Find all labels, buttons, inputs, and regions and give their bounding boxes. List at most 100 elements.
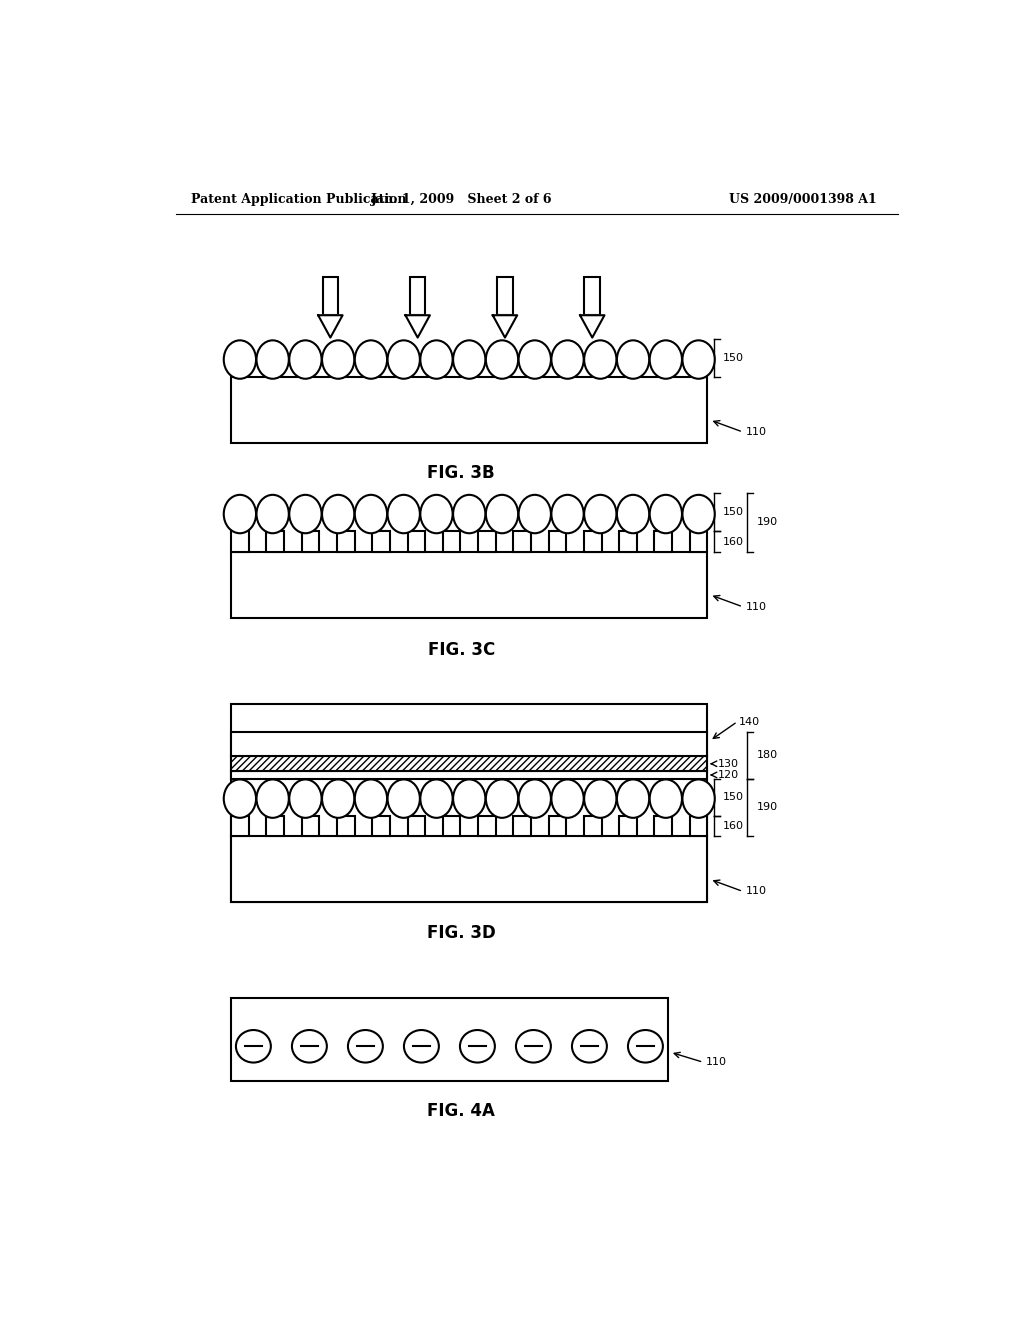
Text: 190: 190: [757, 803, 777, 812]
Text: 160: 160: [723, 821, 744, 832]
Bar: [231, 998, 668, 1081]
Bar: [690, 816, 708, 837]
Bar: [231, 837, 708, 903]
Bar: [654, 532, 672, 552]
Bar: [478, 816, 496, 837]
Text: FIG. 3C: FIG. 3C: [428, 642, 495, 659]
Ellipse shape: [551, 341, 584, 379]
Bar: [337, 816, 354, 837]
Bar: [231, 756, 708, 771]
Ellipse shape: [453, 779, 485, 818]
Ellipse shape: [584, 495, 616, 533]
Bar: [549, 816, 566, 837]
Ellipse shape: [453, 341, 485, 379]
Text: 190: 190: [757, 517, 777, 528]
Bar: [231, 378, 708, 444]
Bar: [373, 532, 390, 552]
Text: 110: 110: [745, 428, 766, 437]
Ellipse shape: [460, 1030, 495, 1063]
Bar: [498, 277, 513, 315]
Bar: [584, 816, 601, 837]
Bar: [584, 532, 601, 552]
Bar: [478, 532, 496, 552]
Bar: [302, 532, 319, 552]
Bar: [302, 816, 319, 837]
Bar: [266, 532, 284, 552]
Ellipse shape: [584, 779, 616, 818]
Ellipse shape: [387, 779, 420, 818]
Text: Patent Application Publication: Patent Application Publication: [191, 193, 407, 206]
Ellipse shape: [289, 341, 322, 379]
Text: FIG. 3B: FIG. 3B: [427, 465, 496, 483]
Ellipse shape: [649, 495, 682, 533]
Ellipse shape: [403, 1030, 439, 1063]
Ellipse shape: [348, 1030, 383, 1063]
Bar: [231, 771, 708, 779]
Ellipse shape: [682, 779, 715, 818]
Ellipse shape: [572, 1030, 607, 1063]
Ellipse shape: [236, 1030, 270, 1063]
Ellipse shape: [518, 341, 551, 379]
Ellipse shape: [518, 495, 551, 533]
Ellipse shape: [485, 495, 518, 533]
Bar: [373, 816, 390, 837]
Bar: [654, 816, 672, 837]
Ellipse shape: [616, 341, 649, 379]
Ellipse shape: [322, 779, 354, 818]
Text: Jan. 1, 2009   Sheet 2 of 6: Jan. 1, 2009 Sheet 2 of 6: [371, 193, 552, 206]
Ellipse shape: [551, 779, 584, 818]
Bar: [585, 277, 600, 315]
Bar: [442, 816, 461, 837]
Ellipse shape: [257, 495, 289, 533]
Polygon shape: [493, 315, 517, 338]
Bar: [231, 731, 708, 756]
Text: 160: 160: [723, 537, 744, 546]
Ellipse shape: [224, 495, 256, 533]
Ellipse shape: [485, 779, 518, 818]
Bar: [408, 816, 425, 837]
Bar: [620, 532, 637, 552]
Ellipse shape: [322, 495, 354, 533]
Ellipse shape: [322, 341, 354, 379]
Text: 130: 130: [718, 759, 738, 768]
Ellipse shape: [387, 495, 420, 533]
Ellipse shape: [289, 779, 322, 818]
Text: 150: 150: [723, 792, 744, 803]
Ellipse shape: [420, 779, 453, 818]
Text: 110: 110: [745, 602, 766, 612]
Ellipse shape: [516, 1030, 551, 1063]
Ellipse shape: [224, 779, 256, 818]
Text: 180: 180: [757, 750, 777, 760]
Bar: [408, 532, 425, 552]
Ellipse shape: [616, 495, 649, 533]
Ellipse shape: [387, 341, 420, 379]
Bar: [231, 704, 708, 903]
Bar: [690, 532, 708, 552]
Polygon shape: [406, 315, 430, 338]
Bar: [513, 532, 531, 552]
Bar: [442, 532, 461, 552]
Bar: [620, 816, 637, 837]
Ellipse shape: [292, 1030, 327, 1063]
Bar: [323, 277, 338, 315]
Ellipse shape: [420, 341, 453, 379]
Text: 120: 120: [718, 770, 738, 780]
Bar: [231, 532, 249, 552]
Ellipse shape: [628, 1030, 663, 1063]
Bar: [549, 532, 566, 552]
Text: US 2009/0001398 A1: US 2009/0001398 A1: [729, 193, 877, 206]
Text: 110: 110: [706, 1057, 727, 1068]
Ellipse shape: [584, 341, 616, 379]
Ellipse shape: [420, 495, 453, 533]
Ellipse shape: [551, 495, 584, 533]
Ellipse shape: [682, 495, 715, 533]
Text: 110: 110: [745, 887, 766, 896]
Ellipse shape: [485, 341, 518, 379]
Ellipse shape: [354, 779, 387, 818]
Ellipse shape: [354, 495, 387, 533]
Ellipse shape: [682, 341, 715, 379]
Ellipse shape: [453, 495, 485, 533]
Ellipse shape: [649, 341, 682, 379]
Text: 140: 140: [739, 717, 760, 726]
Ellipse shape: [289, 495, 322, 533]
